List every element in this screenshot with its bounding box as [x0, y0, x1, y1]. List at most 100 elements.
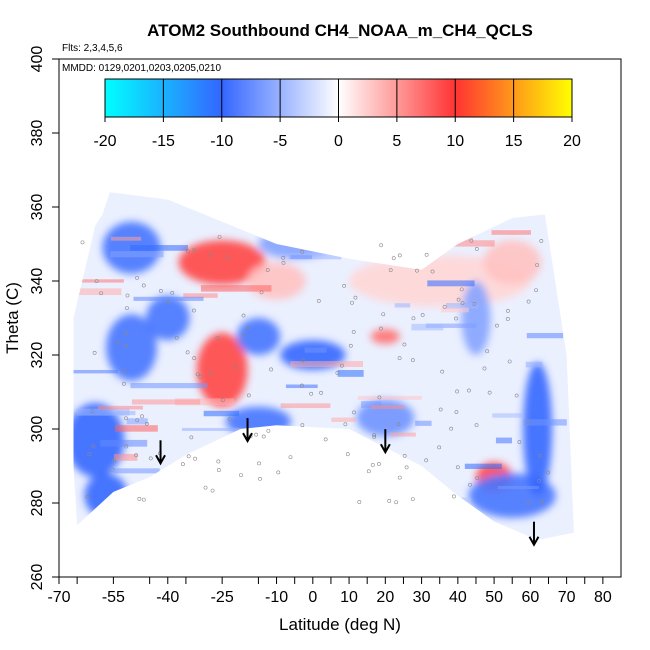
sample-point	[254, 432, 259, 437]
sample-point	[92, 350, 97, 355]
sample-point	[343, 422, 348, 427]
x-tick-label: -70	[47, 589, 70, 606]
band-streak	[331, 417, 356, 422]
band-streak	[115, 425, 158, 432]
sample-point	[526, 500, 531, 505]
anomaly-blob	[106, 314, 157, 381]
sample-point	[475, 476, 480, 480]
sample-points	[80, 235, 550, 505]
sample-point	[474, 246, 479, 251]
band-streak	[182, 427, 249, 431]
x-tick-label: -55	[102, 589, 125, 606]
sample-point	[241, 313, 246, 318]
sample-point	[507, 359, 512, 364]
sample-point	[387, 499, 392, 503]
band-streak	[441, 307, 469, 313]
sample-point	[186, 454, 191, 459]
sample-point	[208, 370, 213, 375]
band-streak	[497, 485, 539, 490]
sample-point	[217, 235, 222, 239]
sample-point	[377, 395, 382, 400]
sample-point	[193, 456, 197, 461]
sample-point	[239, 473, 243, 477]
sample-point	[125, 293, 130, 298]
sample-point	[391, 256, 396, 261]
y-tick-label: 360	[29, 194, 46, 221]
band-streak	[288, 253, 342, 260]
sample-point	[276, 470, 281, 475]
sample-point	[141, 283, 146, 288]
x-tick-label: 10	[340, 589, 358, 606]
band-streak	[464, 463, 502, 469]
band-streak	[280, 403, 331, 409]
y-tick-label: 400	[29, 46, 46, 73]
sample-point	[174, 335, 179, 340]
sample-point	[534, 288, 538, 293]
sample-point	[203, 485, 208, 490]
sample-point	[454, 316, 458, 321]
band-streak	[112, 511, 162, 516]
sample-point	[135, 275, 139, 280]
sample-point	[451, 494, 456, 499]
sample-point	[309, 391, 314, 396]
sample-point	[246, 393, 251, 398]
sample-point	[90, 409, 95, 414]
sample-point	[210, 488, 215, 493]
sample-point	[415, 268, 419, 273]
band-streak	[97, 405, 143, 410]
sample-point	[258, 477, 262, 481]
sample-point	[80, 240, 85, 245]
sample-point	[485, 349, 490, 354]
x-tick-label: 20	[376, 589, 394, 606]
colorbar-tick-label: 10	[446, 133, 464, 150]
sample-point	[216, 468, 221, 472]
sample-point	[505, 317, 510, 321]
anomaly-blob	[461, 281, 491, 355]
band-streak	[111, 236, 142, 241]
band-streak	[415, 420, 432, 426]
sample-point	[348, 343, 353, 348]
band-streak	[290, 255, 313, 260]
dates-subtitle: MMDD: 0129,0201,0203,0205,0210	[62, 63, 221, 74]
band-streak	[126, 418, 148, 425]
band-streak	[390, 432, 416, 437]
sample-point	[469, 238, 474, 243]
sample-point	[281, 261, 286, 265]
band-streak	[290, 361, 364, 368]
sample-point	[357, 500, 362, 504]
sample-point	[372, 435, 377, 439]
sample-point	[388, 268, 393, 273]
sample-point	[350, 300, 354, 305]
colorbar: -20 -15 -10 -5 0 5 10 15 20	[93, 78, 581, 150]
band-streak	[289, 224, 362, 231]
sample-point	[538, 453, 543, 458]
sample-point	[468, 482, 472, 487]
sample-point	[424, 252, 429, 257]
sample-point	[397, 253, 402, 258]
sample-point	[241, 333, 246, 337]
y-axis: 260 280 300 320 340 360 380 400	[29, 46, 59, 590]
sample-point	[261, 434, 266, 439]
sample-point	[195, 372, 200, 377]
band-streak	[491, 230, 531, 235]
anomaly-blob	[196, 332, 248, 407]
band-streak	[130, 245, 188, 251]
band-streak	[236, 221, 305, 225]
sample-point	[124, 444, 129, 449]
sample-point	[353, 295, 358, 300]
sample-point	[411, 316, 416, 321]
band-streak	[152, 516, 222, 523]
band-streak	[428, 237, 473, 241]
arrow-head	[379, 443, 391, 455]
band-streak	[183, 293, 218, 298]
sample-point	[137, 497, 142, 501]
sample-point	[208, 253, 213, 258]
band-streak	[76, 408, 130, 416]
x-tick-label: -40	[156, 589, 179, 606]
sample-point	[379, 243, 384, 248]
sample-point	[112, 458, 116, 462]
sample-point	[438, 407, 443, 412]
sample-point	[460, 301, 465, 306]
band-streak	[357, 395, 422, 400]
